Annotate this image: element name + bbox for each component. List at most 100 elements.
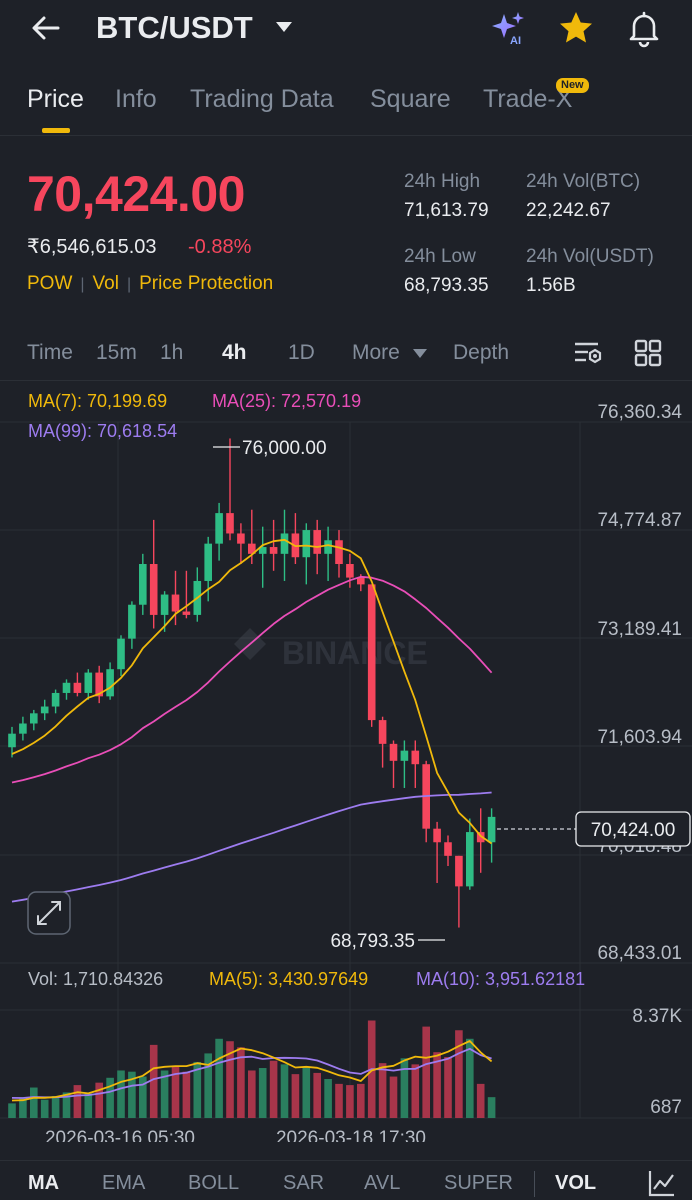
candle (62, 679, 71, 700)
volume-bar (422, 1026, 430, 1118)
dropdown-caret-icon[interactable] (274, 17, 294, 37)
candle-body (248, 543, 256, 554)
price-tick: 73,189.41 (597, 619, 682, 640)
candle (128, 601, 136, 649)
candle (204, 536, 212, 602)
candle (291, 513, 300, 565)
volume-bar (171, 1066, 180, 1118)
chart-divider (0, 380, 692, 381)
indicator-sar[interactable]: SAR (283, 1172, 325, 1194)
candlestick-chart[interactable]: BINANCE 76,000.00 68,793.35 76,360.34 74… (0, 382, 692, 1142)
indicator-boll[interactable]: BOLL (188, 1172, 240, 1194)
candle (302, 523, 311, 585)
candle-body (149, 564, 158, 615)
candle (335, 530, 343, 578)
candle-body (106, 669, 114, 697)
interval-15m[interactable]: 15m (96, 341, 137, 364)
candle-body (302, 530, 311, 558)
volume-bar (324, 1079, 332, 1118)
indicator-settings-icon[interactable] (646, 1167, 678, 1199)
bell-icon[interactable] (624, 8, 664, 48)
candle (30, 709, 38, 731)
tab-info[interactable]: Info (115, 85, 157, 113)
back-arrow-icon[interactable] (28, 10, 64, 46)
candle (182, 570, 191, 619)
volume-bar (411, 1064, 420, 1118)
vol-ma10-legend: MA(10): 3,951.62181 (416, 969, 586, 989)
candle-body (62, 682, 71, 693)
volume-bar (40, 1099, 49, 1118)
pair-title[interactable]: BTC/USDT (96, 10, 253, 45)
candle (411, 740, 420, 788)
candle (149, 519, 158, 629)
volume-bar (226, 1041, 234, 1118)
indicator-super[interactable]: SUPER (444, 1172, 513, 1194)
volume-bar (357, 1083, 365, 1118)
candle-body (171, 594, 180, 612)
change-percent: -0.88% (188, 236, 252, 258)
ma7-line (11, 538, 493, 845)
tab-price[interactable]: Price (27, 85, 84, 113)
indicator-ema[interactable]: EMA (102, 1172, 146, 1194)
volume-bar (95, 1082, 103, 1118)
candle-body (226, 513, 234, 534)
candle-body (433, 828, 441, 843)
candle-body (400, 750, 409, 761)
volume-bar (237, 1047, 245, 1118)
candle-body (357, 577, 365, 585)
candle (433, 821, 441, 883)
ma25-legend: MA(25): 72,570.19 (212, 391, 362, 411)
volume-bar (313, 1072, 321, 1118)
candle-body (73, 682, 82, 693)
tag-pow[interactable]: POW (27, 273, 73, 294)
tag-vol[interactable]: Vol (92, 273, 119, 294)
candle-body (95, 672, 103, 697)
chart-grid (0, 421, 692, 1119)
tag-row: POW | Vol | Price Protection (27, 273, 274, 294)
ma25-line (11, 575, 493, 784)
low-marker: 68,793.35 (330, 931, 445, 952)
tab-square[interactable]: Square (370, 85, 451, 113)
vol-btc-value: 22,242.67 (526, 200, 611, 221)
volume-bar (433, 1052, 441, 1118)
tab-trading-data[interactable]: Trading Data (190, 85, 334, 113)
candle (51, 689, 60, 714)
indicator-vol[interactable]: VOL (555, 1172, 597, 1194)
low-marker-label: 68,793.35 (330, 931, 415, 952)
candle (444, 835, 452, 867)
volume-bar (51, 1096, 60, 1118)
volume-bar (346, 1085, 354, 1118)
candle-body (335, 540, 343, 565)
active-tab-indicator (42, 128, 70, 133)
interval-1h[interactable]: 1h (160, 341, 184, 364)
interval-4h[interactable]: 4h (222, 341, 247, 364)
volume-bar (400, 1058, 409, 1118)
candle (19, 716, 27, 741)
candle (455, 855, 463, 928)
candle (215, 502, 223, 561)
ai-sparkle-icon[interactable]: AI (488, 8, 528, 48)
interval-more[interactable]: More (352, 341, 400, 364)
expand-chart-button[interactable] (27, 891, 71, 935)
favorite-star-icon[interactable] (556, 8, 596, 48)
layout-grid-icon[interactable] (632, 337, 664, 369)
volume-bar (215, 1038, 223, 1118)
interval-depth[interactable]: Depth (453, 341, 510, 364)
volume-axis: 8.37K 687 (632, 1006, 682, 1118)
interval-time[interactable]: Time (27, 341, 73, 364)
chart-settings-icon[interactable] (572, 337, 604, 369)
indicator-avl[interactable]: AVL (364, 1172, 401, 1194)
candle-body (280, 533, 289, 554)
volume-bar (84, 1093, 93, 1118)
volume-bar (248, 1070, 256, 1118)
candle (117, 635, 125, 676)
candle-body (19, 723, 27, 734)
more-caret-icon[interactable] (412, 347, 428, 359)
vol-ma5-legend: MA(5): 3,430.97649 (209, 969, 369, 989)
current-price-marker: 70,424.00 (497, 811, 691, 847)
volume-bar (62, 1092, 71, 1118)
indicator-ma[interactable]: MA (28, 1172, 60, 1194)
interval-1d[interactable]: 1D (288, 341, 315, 364)
volume-bar (19, 1098, 27, 1118)
tag-price-protection[interactable]: Price Protection (139, 273, 274, 294)
